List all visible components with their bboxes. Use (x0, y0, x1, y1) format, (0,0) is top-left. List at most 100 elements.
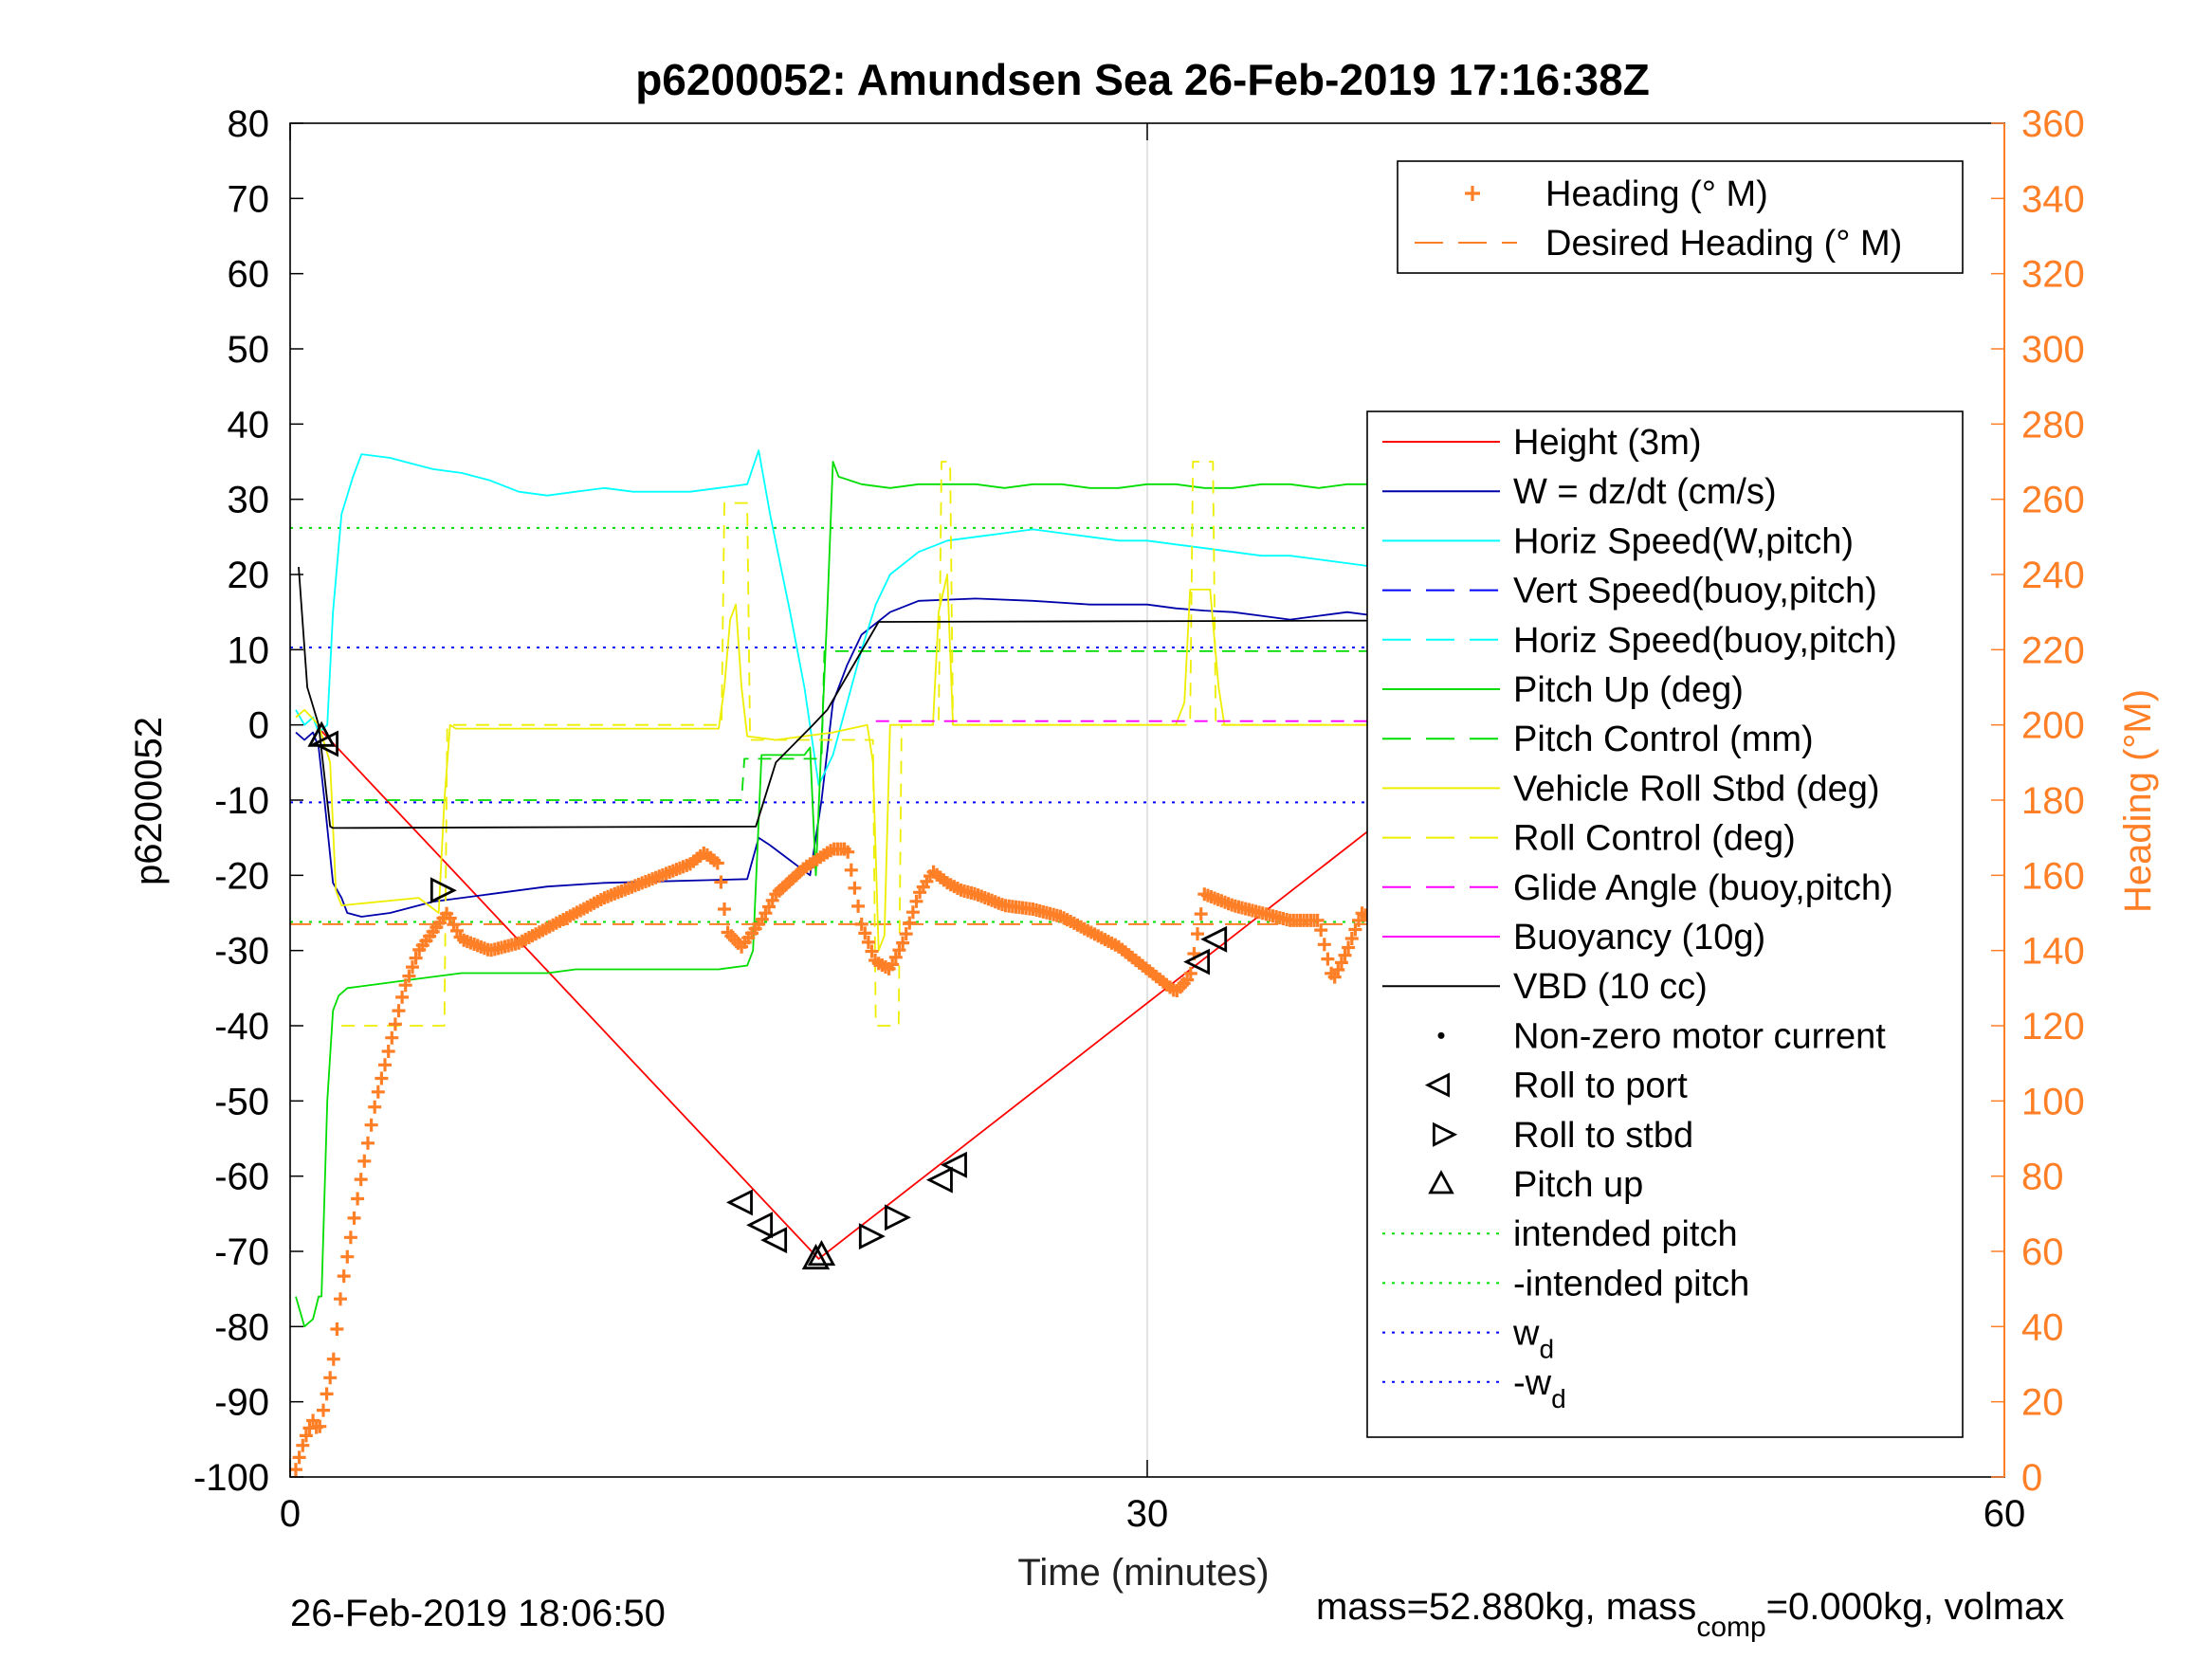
roll-stbd-marker-2 (885, 1204, 911, 1231)
right-tick-label-15: 60 (2021, 1231, 2064, 1273)
legend-main-label-13: Roll to port (1513, 1066, 1688, 1106)
legend-main: Height (3m) W = dz/dt (cm/s) Horiz Speed(W… (1366, 410, 1964, 1438)
legend-main-label-1: W = dz/dt (cm/s) (1513, 472, 1777, 512)
chart-title: p6200052: Amundsen Sea 26-Feb-2019 17:16… (635, 55, 1650, 104)
legend-main-label-14: Roll to stbd (1513, 1116, 1693, 1156)
right-tick-label-9: 180 (2021, 780, 2085, 822)
heading-marks (289, 842, 1503, 1477)
pitch-up-marker-0 (307, 720, 336, 747)
y-tick-label-2: 60 (228, 254, 270, 296)
legend-top-box (1397, 160, 1964, 274)
legend-main-label-16: intended pitch (1513, 1214, 1738, 1254)
legend-top-label-1: Desired Heading (° M) (1545, 224, 1902, 264)
y-tick-label-4: 40 (228, 404, 270, 446)
right-tick-label-8: 200 (2021, 705, 2085, 747)
legend-main-label-10: Buoyancy (10g) (1513, 918, 1765, 957)
right-tick-label-12: 120 (2021, 1006, 2085, 1048)
y-tick-label-14: -60 (214, 1157, 269, 1198)
pitch-up-marker-1 (801, 1243, 831, 1270)
legend-main-box (1366, 410, 1964, 1438)
y-tick-label-3: 50 (228, 329, 270, 371)
y-tick-label-18: -100 (193, 1457, 269, 1499)
roll-port-marker-7 (1200, 925, 1228, 953)
roll-port-marker-1 (725, 1189, 753, 1216)
y-tick-label-15: -70 (214, 1231, 269, 1273)
series-1 (295, 597, 1506, 918)
legend-main-swatch-14 (1433, 1121, 1458, 1147)
x-tick-label-1: 30 (1126, 1493, 1169, 1535)
x-tick-label-2: 60 (1983, 1493, 2026, 1535)
series-2 (295, 415, 1503, 786)
legend-main-label-19: -wd (1513, 1363, 1566, 1413)
y-tick-label-5: 30 (228, 480, 270, 521)
right-tick-label-7: 220 (2021, 629, 2085, 671)
y-tick-label-17: -90 (214, 1382, 269, 1424)
legend-main-label-17: -intended pitch (1513, 1264, 1749, 1304)
y-tick-label-12: -40 (214, 1006, 269, 1048)
right-tick-label-18: 0 (2021, 1457, 2042, 1499)
legend-main-swatch-13 (1424, 1072, 1450, 1098)
y-tick-label-6: 20 (228, 555, 270, 596)
legend-main-label-2: Horiz Speed(W,pitch) (1513, 521, 1854, 561)
heading-series (289, 842, 1503, 1477)
right-tick-label-11: 140 (2021, 931, 2085, 973)
y-tick-label-16: -80 (214, 1306, 269, 1348)
roll-stbd-marker-0 (430, 877, 457, 904)
legend-top-label-0: Heading (° M) (1545, 174, 1768, 214)
right-tick-label-0: 360 (2021, 103, 2085, 145)
right-tick-label-14: 80 (2021, 1157, 2064, 1198)
x-tick-label-0: 0 (280, 1493, 301, 1535)
legend-main-label-18: wd (1512, 1314, 1554, 1364)
y-tick-label-7: 10 (228, 629, 270, 671)
x-axis-label: Time (minutes) (1017, 1552, 1269, 1594)
legend-main-label-8: Roll Control (deg) (1513, 819, 1796, 859)
right-tick-label-2: 320 (2021, 254, 2085, 296)
event-markers (307, 720, 1434, 1270)
legend-main-label-5: Pitch Up (deg) (1513, 670, 1744, 710)
legend-heading: Heading (° M) Desired Heading (° M) (1397, 160, 1964, 274)
legend-top-swatch-0 (1465, 186, 1480, 201)
legend-main-swatch-15 (1428, 1170, 1454, 1194)
roll-port-marker-0 (312, 730, 338, 757)
right-tick-label-13: 100 (2021, 1081, 2085, 1122)
roll-port-marker-2 (746, 1212, 773, 1239)
right-tick-label-10: 160 (2021, 855, 2085, 897)
footer-mass-text-2: =0.000kg, volmax (1766, 1586, 2065, 1628)
legend-main-label-9: Glide Angle (buoy,pitch) (1513, 868, 1893, 908)
reference-lines (290, 526, 1505, 925)
right-tick-label-3: 300 (2021, 329, 2085, 371)
series-7 (341, 461, 1505, 1027)
y-tick-label-11: -30 (214, 931, 269, 973)
footer-date: 26-Feb-2019 18:06:50 (290, 1593, 666, 1634)
y-axis-label: p6200052 (128, 717, 170, 885)
legend-main-label-7: Vehicle Roll Stbd (deg) (1513, 769, 1880, 809)
y-tick-label-8: 0 (248, 705, 269, 747)
pitch-up-marker-2 (807, 1240, 836, 1267)
legend-main-label-3: Vert Speed(buoy,pitch) (1513, 572, 1877, 611)
footer-mass-sub: comp (1696, 1612, 1765, 1643)
legend-main-label-11: VBD (10 cc) (1513, 967, 1708, 1007)
right-tick-label-17: 20 (2021, 1382, 2064, 1424)
legend-main-label-12: Non-zero motor current (1513, 1016, 1886, 1056)
right-tick-label-6: 240 (2021, 555, 2085, 596)
y-tick-label-9: -10 (214, 780, 269, 822)
roll-port-marker-4 (925, 1166, 953, 1194)
roll-stbd-marker-1 (858, 1223, 886, 1250)
footer-mass: mass=52.880kg, masscomp=0.000kg, volmax (1316, 1586, 2064, 1643)
right-tick-label-4: 280 (2021, 404, 2085, 446)
y-tick-label-1: 70 (228, 178, 270, 220)
legend-main-swatch-12 (1437, 1031, 1445, 1039)
y-tick-label-0: 80 (228, 103, 270, 145)
y-tick-label-10: -20 (214, 855, 269, 897)
series-4 (295, 461, 1506, 1328)
right-tick-label-16: 40 (2021, 1306, 2064, 1348)
right-tick-label-5: 260 (2021, 480, 2085, 521)
legend-main-label-15: Pitch up (1513, 1165, 1643, 1205)
right-axis-label: Heading (°M) (2117, 689, 2159, 913)
roll-port-marker-3 (760, 1227, 788, 1254)
right-tick-label-1: 340 (2021, 178, 2085, 220)
series-5 (341, 650, 1505, 801)
roll-port-marker-6 (1183, 948, 1211, 975)
roll-port-marker-5 (940, 1151, 967, 1178)
